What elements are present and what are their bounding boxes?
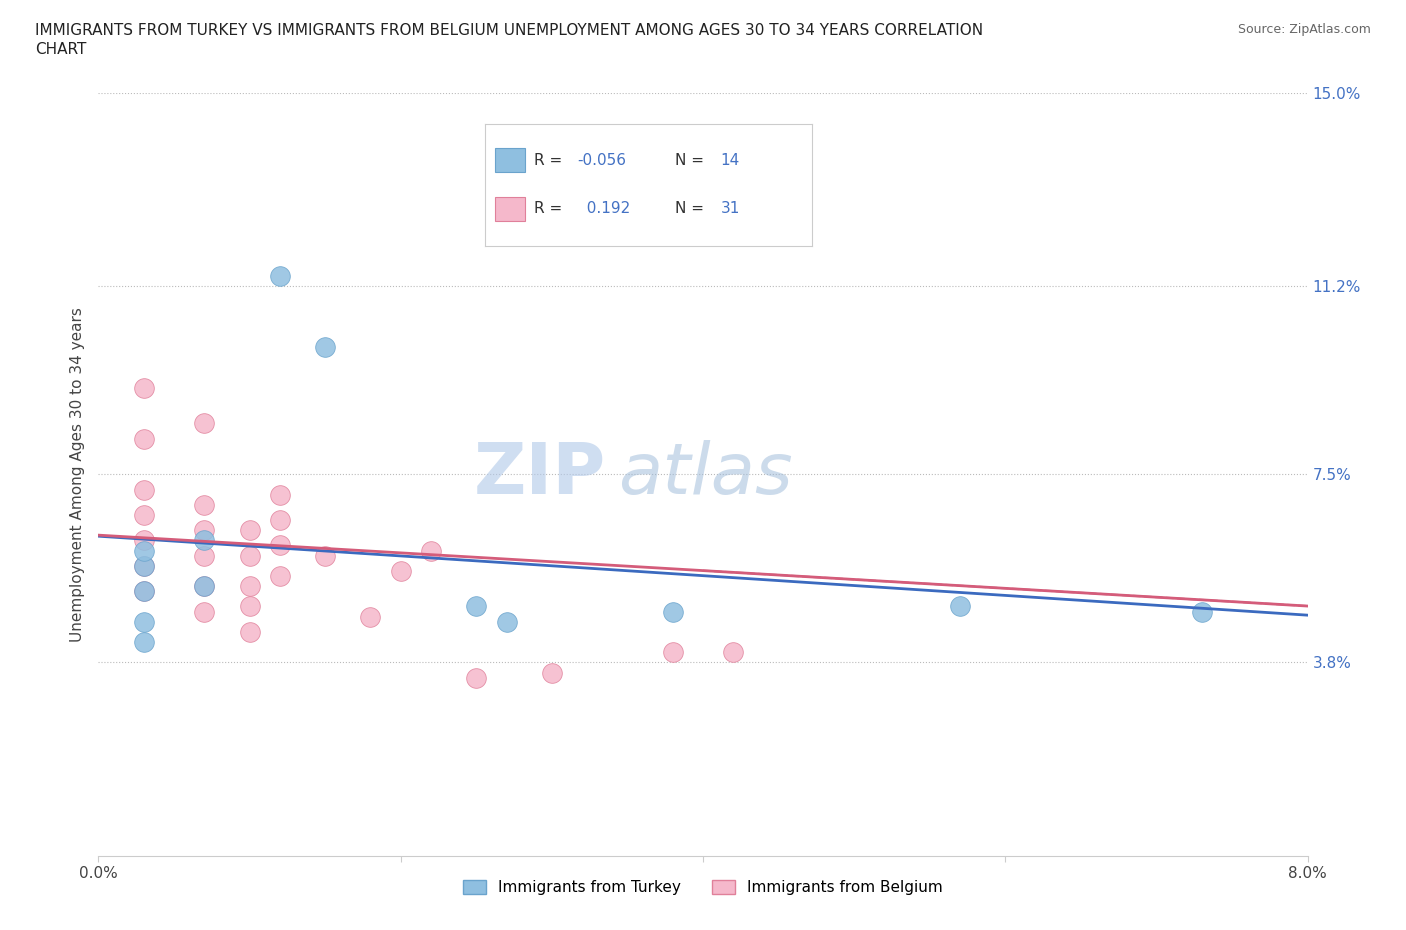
Point — [132, 584, 155, 599]
Point — [239, 578, 262, 593]
Point — [193, 578, 215, 593]
Point — [132, 615, 155, 630]
Point — [420, 543, 443, 558]
Point — [314, 548, 336, 563]
Text: CHART: CHART — [35, 42, 87, 57]
Point — [193, 548, 215, 563]
Text: atlas: atlas — [619, 440, 793, 509]
Y-axis label: Unemployment Among Ages 30 to 34 years: Unemployment Among Ages 30 to 34 years — [70, 307, 86, 642]
Point — [723, 213, 745, 228]
Point — [239, 548, 262, 563]
Point — [132, 533, 155, 548]
Point — [193, 498, 215, 512]
Point — [193, 604, 215, 619]
Point — [269, 487, 291, 502]
Point — [723, 644, 745, 659]
Point — [193, 523, 215, 538]
Point — [269, 512, 291, 527]
Legend: Immigrants from Turkey, Immigrants from Belgium: Immigrants from Turkey, Immigrants from … — [457, 874, 949, 901]
Text: IMMIGRANTS FROM TURKEY VS IMMIGRANTS FROM BELGIUM UNEMPLOYMENT AMONG AGES 30 TO : IMMIGRANTS FROM TURKEY VS IMMIGRANTS FRO… — [35, 23, 983, 38]
Point — [132, 508, 155, 523]
Point — [269, 269, 291, 284]
Point — [465, 599, 488, 614]
Point — [239, 599, 262, 614]
Point — [661, 604, 683, 619]
Point — [132, 558, 155, 573]
Point — [239, 624, 262, 639]
Point — [193, 533, 215, 548]
Point — [132, 432, 155, 446]
Point — [389, 564, 412, 578]
Point — [132, 482, 155, 497]
Point — [132, 584, 155, 599]
Point — [949, 599, 972, 614]
Point — [540, 665, 562, 680]
Point — [239, 523, 262, 538]
Point — [495, 615, 517, 630]
Point — [269, 538, 291, 553]
Point — [1191, 604, 1213, 619]
Text: ZIP: ZIP — [474, 440, 606, 509]
Point — [132, 558, 155, 573]
Text: Source: ZipAtlas.com: Source: ZipAtlas.com — [1237, 23, 1371, 36]
Point — [132, 543, 155, 558]
Point — [132, 634, 155, 649]
Point — [360, 609, 382, 624]
Point — [193, 416, 215, 431]
Point — [193, 578, 215, 593]
Point — [465, 671, 488, 685]
Point — [269, 568, 291, 583]
Point — [314, 339, 336, 354]
Point — [132, 380, 155, 395]
Point — [661, 644, 683, 659]
